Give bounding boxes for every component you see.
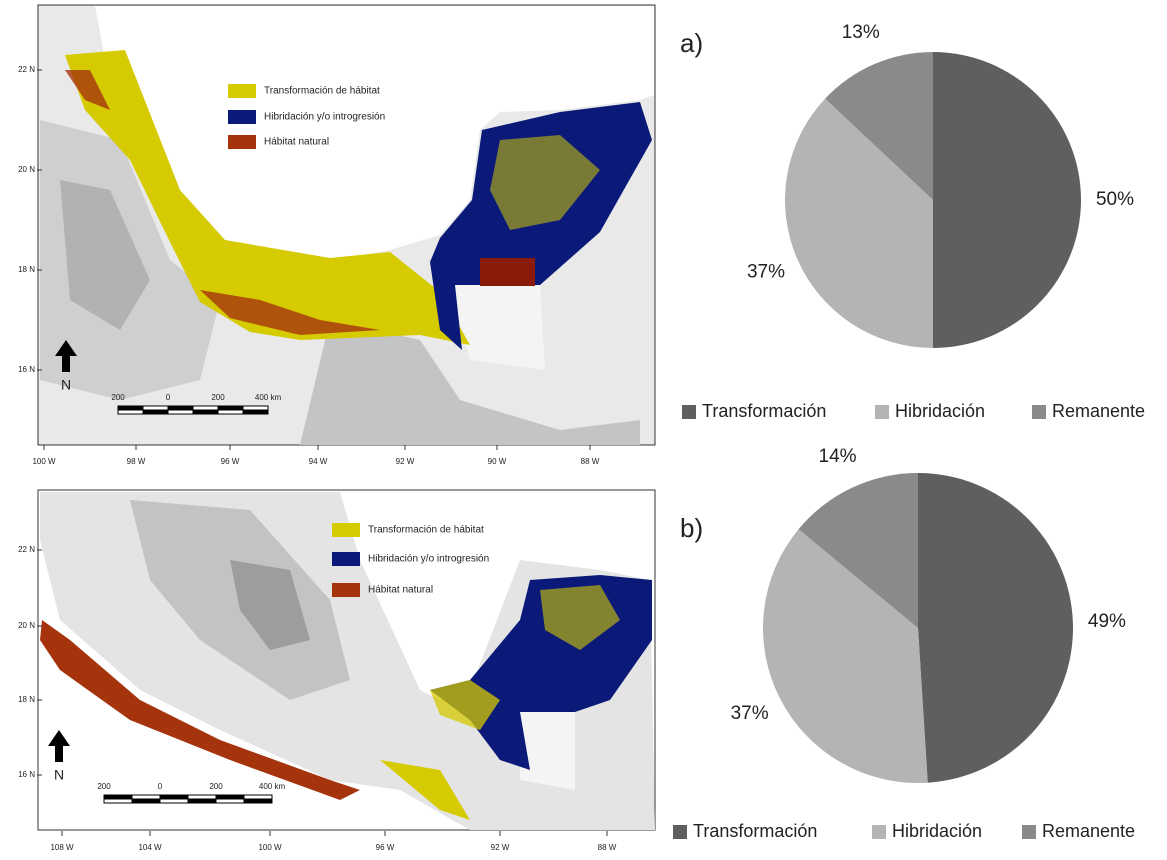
scale-label: 200 — [97, 782, 111, 791]
scale-bar — [132, 799, 160, 803]
legend-swatch — [332, 552, 360, 566]
value-label: 50% — [1096, 189, 1134, 210]
scale-bar — [160, 799, 188, 803]
scale-label: 200 — [209, 782, 223, 791]
x-label: 90 W — [488, 457, 507, 466]
x-label: 100 W — [32, 457, 56, 466]
scale-bar — [168, 406, 193, 410]
scale-label: 400 km — [255, 393, 282, 402]
panel-label: b) — [680, 513, 703, 543]
scale-bar — [160, 795, 188, 799]
scale-bar — [193, 410, 218, 414]
legend-swatch — [1022, 825, 1036, 839]
legend-label: Hibridación — [895, 401, 985, 421]
scale-bar — [243, 406, 268, 410]
legend-label: Hábitat natural — [368, 585, 433, 596]
legend-label: Transformación de hábitat — [264, 86, 380, 97]
scale-bar — [244, 799, 272, 803]
scale-label: 400 km — [259, 782, 286, 791]
scale-bar — [218, 406, 243, 410]
legend-swatch — [872, 825, 886, 839]
scale-bar — [218, 410, 243, 414]
y-label: 22 N — [18, 545, 35, 554]
scale-bar — [188, 795, 216, 799]
x-label: 92 W — [491, 843, 510, 852]
legend-label: Hibridación y/o introgresión — [368, 554, 489, 565]
scale-bar — [104, 799, 132, 803]
scale-bar — [143, 410, 168, 414]
x-label: 98 W — [127, 457, 146, 466]
y-label: 18 N — [18, 695, 35, 704]
value-label: 37% — [731, 703, 769, 724]
y-label: 16 N — [18, 770, 35, 779]
legend-swatch — [228, 110, 256, 124]
scale-bar — [244, 795, 272, 799]
scale-label: 200 — [111, 393, 125, 402]
pie-slice — [918, 473, 1073, 783]
scale-bar — [193, 406, 218, 410]
figure: Transformación de hábitat Hibridación y/o… — [0, 0, 1167, 860]
legend-label: Transformación — [693, 821, 817, 841]
legend-label: Hibridación y/o introgresión — [264, 112, 385, 123]
x-label: 104 W — [138, 843, 162, 852]
legend-label: Remanente — [1042, 821, 1135, 841]
x-label: 108 W — [50, 843, 74, 852]
x-label: 100 W — [258, 843, 282, 852]
y-label: 22 N — [18, 65, 35, 74]
legend-swatch — [332, 583, 360, 597]
legend-swatch — [228, 135, 256, 149]
scale-label: 0 — [158, 782, 163, 791]
map-a — [38, 5, 655, 445]
pie-slice — [933, 52, 1081, 348]
scale-bar — [118, 410, 143, 414]
scale-bar — [243, 410, 268, 414]
scale-bar — [132, 795, 160, 799]
scale-bar — [168, 410, 193, 414]
panel-label: a) — [680, 28, 703, 58]
legend-swatch — [875, 405, 889, 419]
legend-label: Transformación — [702, 401, 826, 421]
legend-label: Hábitat natural — [264, 137, 329, 148]
x-label: 88 W — [598, 843, 617, 852]
scale-bar — [118, 406, 143, 410]
north-label: N — [54, 767, 64, 783]
scale-bar — [216, 795, 244, 799]
legend-swatch — [682, 405, 696, 419]
value-label: 13% — [842, 22, 880, 43]
scale-bar — [188, 799, 216, 803]
x-label: 88 W — [581, 457, 600, 466]
map-b — [38, 490, 655, 830]
value-label: 14% — [819, 446, 857, 467]
scale-bar — [104, 795, 132, 799]
x-label: 94 W — [309, 457, 328, 466]
value-label: 49% — [1088, 611, 1126, 632]
legend-swatch — [1032, 405, 1046, 419]
y-label: 18 N — [18, 265, 35, 274]
north-label: N — [61, 377, 71, 393]
x-label: 92 W — [396, 457, 415, 466]
legend-label: Remanente — [1052, 401, 1145, 421]
x-label: 96 W — [221, 457, 240, 466]
legend-swatch — [673, 825, 687, 839]
legend-label: Transformación de hábitat — [368, 525, 484, 536]
y-label: 20 N — [18, 165, 35, 174]
scale-bar — [143, 406, 168, 410]
scale-label: 200 — [211, 393, 225, 402]
y-label: 16 N — [18, 365, 35, 374]
x-label: 96 W — [376, 843, 395, 852]
y-label: 20 N — [18, 621, 35, 630]
value-label: 37% — [747, 261, 785, 282]
legend-swatch — [332, 523, 360, 537]
scale-bar — [216, 799, 244, 803]
legend-swatch — [228, 84, 256, 98]
legend-label: Hibridación — [892, 821, 982, 841]
scale-label: 0 — [166, 393, 171, 402]
